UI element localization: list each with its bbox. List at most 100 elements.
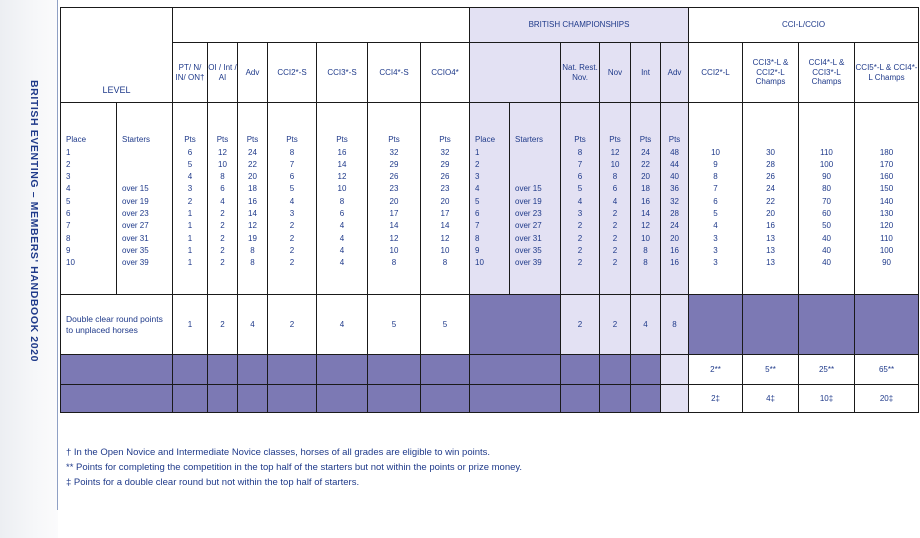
column-caption: Pts: [574, 134, 586, 144]
cell-value: 2: [475, 159, 480, 169]
cell-value: over 15: [515, 184, 542, 194]
cell-value: 4: [612, 196, 618, 206]
cell-value: 120: [879, 221, 894, 231]
cell-value: 16: [670, 258, 679, 268]
blank-cell: [367, 384, 421, 413]
cell-value: 110: [820, 147, 833, 157]
place-column: Place 1 2 3 4 5 6 7 8 9 10: [60, 102, 117, 295]
cell-value: 24: [766, 184, 775, 194]
cell-value: 1: [66, 147, 71, 157]
cell-value: over 19: [122, 196, 149, 206]
column-caption: Place: [66, 134, 87, 144]
footnote-double-dagger: ‡ Points for a double clear round but no…: [66, 477, 360, 488]
cell-value: 70: [822, 196, 831, 206]
cell-value: 2: [577, 233, 583, 243]
cell-value: 2: [289, 258, 295, 268]
top-half-cci3l: 5**: [742, 354, 800, 385]
cell-value: 90: [882, 258, 891, 268]
cell-value: 6: [289, 172, 295, 182]
cell-value: 29: [389, 159, 399, 169]
cell-value: 3: [713, 233, 718, 243]
cell-value: 90: [822, 172, 831, 182]
cell-value: 20: [641, 172, 650, 182]
column-caption: Starters: [515, 134, 544, 144]
dcr-pt: 1: [172, 294, 208, 355]
top-half-cci2l: 2**: [688, 354, 744, 385]
cell-value: 8: [289, 147, 295, 157]
cci4s-column: Pts 32 29 26 23 20 17 14 12 10 8: [367, 102, 421, 295]
column-caption: Pts: [609, 134, 621, 144]
cell-value: 8: [220, 172, 225, 182]
cell-value: over 31: [515, 233, 542, 243]
cell-value: 8: [713, 172, 718, 182]
cell-value: 19: [248, 233, 257, 243]
blank-cell: [367, 354, 421, 385]
top-half-cci4l: 25**: [798, 354, 856, 385]
col-header-bc-nov: Nov: [599, 42, 632, 103]
cell-value: 6: [475, 209, 480, 218]
blank-cell: [630, 384, 662, 413]
bc-starters-column: Starters over 15 over 19 over 23 over 27 over…: [509, 102, 562, 295]
cell-value: over 19: [515, 196, 542, 206]
cell-value: 6: [339, 209, 345, 218]
dcr-not-top-half-cci2l: 2‡: [688, 384, 744, 413]
cell-value: 17: [389, 209, 399, 218]
dcr-adv: 4: [237, 294, 268, 355]
cell-value: 10: [218, 159, 227, 169]
col-header-cci5l: CCI5*-L & CCI4*-L Champs: [854, 42, 920, 103]
cell-value: over 15: [122, 184, 149, 194]
cell-value: [122, 159, 172, 171]
dcr-bc-natrest: 2: [560, 294, 601, 355]
cell-value: 8: [250, 258, 255, 268]
cci4l-column: 110 100 90 80 70 60 50 40 40 40: [798, 102, 856, 295]
blank-cell: [660, 354, 690, 385]
cell-value: 10: [711, 147, 720, 157]
cell-value: 16: [337, 147, 347, 157]
cell-value: 3: [66, 172, 71, 182]
cell-value: 23: [389, 184, 399, 194]
blank-cell: [316, 384, 368, 413]
cell-value: 4: [187, 172, 193, 182]
cell-value: 12: [440, 233, 450, 243]
blank-cell: [560, 384, 601, 413]
dcr-cci2l-blank: [688, 294, 744, 355]
cell-value: 14: [337, 159, 347, 169]
cell-value: 12: [337, 172, 347, 182]
column-caption: Pts: [639, 134, 652, 144]
cell-value: [122, 147, 172, 159]
cell-value: 14: [641, 209, 650, 218]
footnote-dagger: † In the Open Novice and Intermediate No…: [66, 447, 491, 458]
cell-value: 26: [766, 172, 775, 182]
cell-value: 12: [641, 221, 650, 231]
blank-cell: [419, 354, 471, 385]
col-header-bc-adv: Adv: [660, 42, 690, 103]
cell-value: 23: [440, 184, 450, 194]
bc-int-column: Pts 24 22 20 18 16 14 12 10 8 8: [630, 102, 662, 295]
cci3s-column: Pts 16 14 12 10 8 6 4 4 4 4: [316, 102, 368, 295]
dcr-oi: 2: [207, 294, 238, 355]
standard-group-header: [171, 7, 471, 43]
cell-value: 7: [475, 221, 480, 231]
blank-cell: [237, 354, 268, 385]
cell-value: 6: [220, 184, 225, 194]
cell-value: 12: [610, 147, 620, 157]
ccio4-column: Pts 32 29 26 23 20 17 14 12 10 8: [419, 102, 471, 295]
cell-value: 4: [339, 221, 345, 231]
cell-value: 2: [612, 233, 618, 243]
cell-value: 8: [250, 245, 255, 255]
cell-value: 22: [641, 159, 650, 169]
cell-value: 4: [66, 184, 71, 194]
cell-value: 28: [670, 209, 679, 218]
cell-value: 170: [879, 159, 894, 169]
cell-value: 8: [391, 258, 397, 268]
dcr-cci4s: 5: [367, 294, 421, 355]
cell-value: 30: [766, 147, 775, 157]
cell-value: 2: [220, 258, 225, 268]
cell-value: 2: [66, 159, 71, 169]
points-table: LEVEL BRITISH CHAMPIONSHIPS CCI-L/CCIO P…: [60, 7, 920, 413]
cell-value: 20: [670, 233, 679, 243]
cell-value: 1: [187, 233, 193, 243]
cci2s-column: Pts 8 7 6 5 4 3 2 2 2 2: [267, 102, 317, 295]
cell-value: 5: [289, 184, 295, 194]
column-caption: [855, 133, 918, 147]
